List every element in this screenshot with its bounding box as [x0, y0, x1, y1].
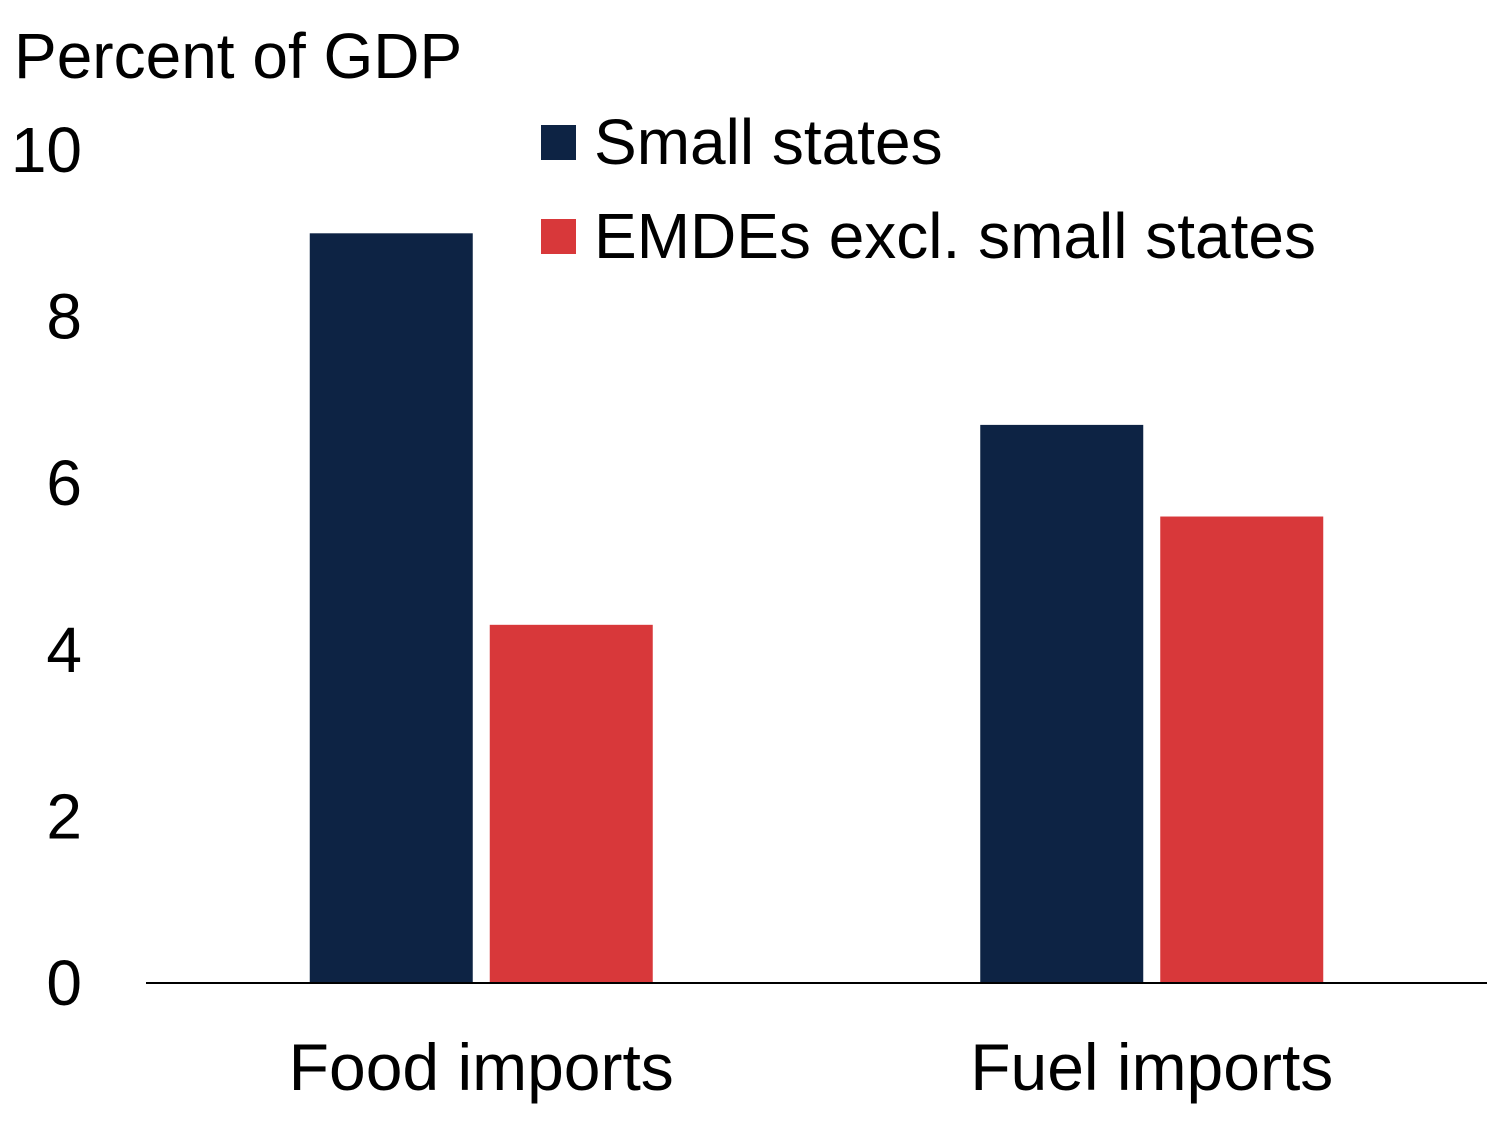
y-tick-label: 4	[46, 614, 82, 686]
y-tick-label: 6	[46, 447, 82, 519]
y-tick-label: 2	[46, 780, 82, 852]
bar	[309, 233, 473, 984]
y-axis-ticks: 0 2 4 6 8 10	[11, 114, 82, 1019]
y-axis-label: Percent of GDP	[14, 20, 462, 92]
bars	[309, 233, 1324, 984]
y-tick-label: 8	[46, 281, 82, 353]
legend-label: Small states	[594, 106, 943, 178]
bar	[489, 624, 653, 983]
x-tick-label: Food imports	[289, 1030, 674, 1104]
x-axis-ticks: Food imports Fuel imports	[289, 1030, 1334, 1104]
bar	[980, 424, 1144, 983]
legend: Small states EMDEs excl. small states	[541, 106, 1316, 272]
bar	[1160, 516, 1324, 983]
y-tick-label: 10	[11, 114, 82, 186]
legend-swatch	[541, 219, 576, 254]
y-tick-label: 0	[46, 947, 82, 1019]
legend-swatch	[541, 125, 576, 160]
legend-label: EMDEs excl. small states	[594, 200, 1316, 272]
x-tick-label: Fuel imports	[970, 1030, 1333, 1104]
